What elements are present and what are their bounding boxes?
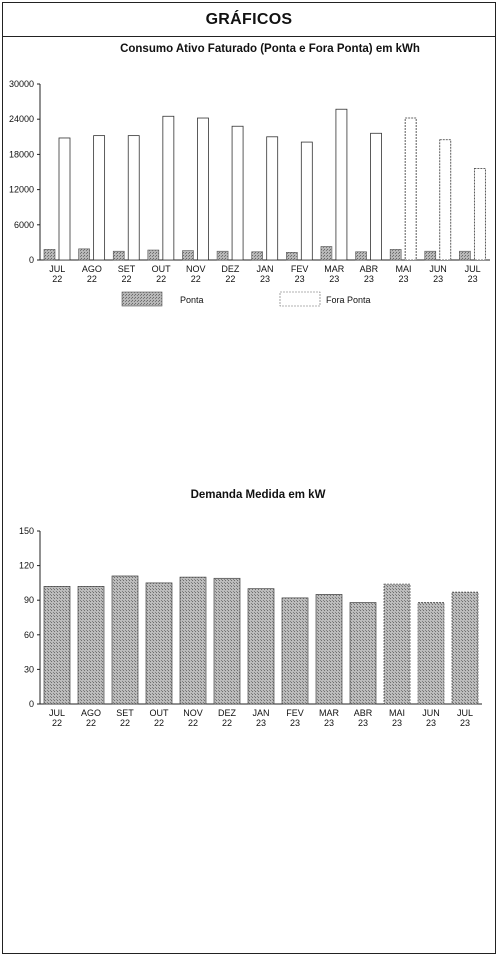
y-tick-label: 60 — [24, 630, 34, 640]
x-tick-label: SET 22 — [116, 708, 134, 728]
x-tick-label: JUL 23 — [457, 708, 473, 728]
demand-bar — [281, 597, 309, 705]
x-tick-label: JUL 23 — [465, 264, 481, 284]
ponta-bar — [355, 251, 367, 261]
y-tick-label: 6000 — [14, 220, 34, 230]
demand-bar — [349, 602, 377, 705]
legend-label-fora-ponta: Fora Ponta — [326, 295, 371, 305]
x-tick-label: NOV 22 — [183, 708, 203, 728]
x-axis-labels: JUL 22 AGO 22 SET 22 OUT 22 NOV 22 DEZ 22 JAN 23 FEV 23… — [49, 708, 473, 728]
x-tick-label: MAR 23 — [319, 708, 340, 728]
demand-bar — [417, 602, 445, 705]
ponta-bar — [182, 250, 194, 261]
demand-bar — [43, 586, 71, 705]
y-tick-label: 30000 — [9, 79, 34, 89]
demand-chart: Demanda Medida em kW 0 30 60 90 120 150 JUL 22… — [19, 489, 482, 728]
y-tick-label: 12000 — [9, 185, 34, 195]
y-tick-label: 0 — [29, 699, 34, 709]
consumption-chart: Consumo Ativo Faturado (Ponta e Fora Pon… — [9, 43, 490, 307]
legend-swatch-fora-ponta — [279, 291, 321, 307]
legend: Ponta Fora Ponta — [121, 291, 371, 307]
x-tick-label: DEZ 22 — [218, 708, 237, 728]
ponta-bar — [459, 250, 471, 261]
ponta-bar — [78, 248, 90, 261]
y-tick-label: 18000 — [9, 149, 34, 159]
fora-ponta-bar — [335, 108, 348, 261]
y-tick-label: 0 — [29, 255, 34, 265]
x-tick-label: FEV 23 — [286, 708, 304, 728]
fora-ponta-bar — [473, 168, 486, 261]
fora-ponta-bar — [300, 141, 313, 261]
ponta-bar — [112, 250, 125, 261]
x-tick-label: AGO 22 — [82, 264, 102, 284]
fora-ponta-bar — [162, 115, 175, 261]
x-tick-label: MAI 23 — [395, 264, 411, 284]
x-tick-label: OUT 22 — [152, 264, 172, 284]
fora-ponta-bar — [404, 117, 417, 261]
bar-group — [43, 108, 486, 261]
ponta-bar — [216, 250, 229, 261]
demand-bar — [179, 576, 207, 705]
y-tick-label: 150 — [19, 526, 34, 536]
x-tick-label: AGO 22 — [81, 708, 101, 728]
x-tick-label: MAI 23 — [389, 708, 405, 728]
demand-bar — [451, 591, 479, 705]
fora-ponta-bar — [127, 135, 140, 261]
bar-group — [43, 575, 479, 705]
ponta-bar — [43, 249, 56, 261]
demand-bar — [247, 588, 275, 705]
ponta-bar — [424, 250, 437, 261]
x-tick-label: DEZ 22 — [221, 264, 240, 284]
fora-ponta-bar — [231, 125, 244, 261]
y-axis: 0 6000 12000 18000 24000 30000 — [9, 79, 490, 265]
fora-ponta-bar — [439, 139, 452, 261]
x-tick-label: JUL 22 — [49, 264, 65, 284]
section-title: GRÁFICOS — [205, 10, 293, 28]
demand-bar — [213, 577, 241, 705]
x-tick-label: MAR 23 — [324, 264, 345, 284]
demand-bar — [111, 575, 139, 705]
legend-swatch-ponta — [121, 291, 163, 307]
ponta-bar — [389, 249, 402, 261]
demand-bar — [383, 583, 411, 705]
ponta-bar — [320, 246, 333, 261]
fora-ponta-bar — [93, 135, 106, 261]
x-tick-label: JUN 23 — [422, 708, 440, 728]
chart-title: Consumo Ativo Faturado (Ponta e Fora Pon… — [120, 43, 420, 55]
x-tick-label: JAN 23 — [252, 708, 269, 728]
legend-label-ponta: Ponta — [180, 295, 204, 305]
ponta-bar — [147, 249, 160, 261]
x-tick-label: ABR 23 — [360, 264, 379, 284]
ponta-bar — [251, 251, 263, 261]
fora-ponta-bar — [197, 117, 209, 261]
chart-title: Demanda Medida em kW — [191, 489, 326, 501]
x-tick-label: JAN 23 — [256, 264, 273, 284]
demand-bar — [315, 594, 343, 705]
y-tick-label: 24000 — [9, 114, 34, 124]
fora-ponta-bar — [58, 137, 71, 261]
fora-ponta-bar — [266, 136, 279, 261]
y-tick-label: 120 — [19, 561, 34, 571]
x-tick-label: JUL 22 — [49, 708, 65, 728]
x-axis-labels: JUL 22 AGO 22 SET 22 OUT 22 NOV 22 DEZ 22 JAN 23 FEV 23… — [49, 264, 480, 284]
demand-bar — [77, 586, 105, 705]
y-tick-label: 90 — [24, 595, 34, 605]
x-tick-label: NOV 22 — [186, 264, 206, 284]
x-tick-label: SET 22 — [118, 264, 136, 284]
ponta-bar — [286, 252, 298, 261]
section-header: GRÁFICOS — [3, 3, 495, 37]
x-tick-label: FEV 23 — [291, 264, 309, 284]
demand-bar — [145, 582, 173, 705]
x-tick-label: JUN 23 — [429, 264, 447, 284]
fora-ponta-bar — [370, 132, 382, 261]
x-tick-label: ABR 23 — [354, 708, 373, 728]
y-tick-label: 30 — [24, 664, 34, 674]
x-tick-label: OUT 22 — [150, 708, 170, 728]
